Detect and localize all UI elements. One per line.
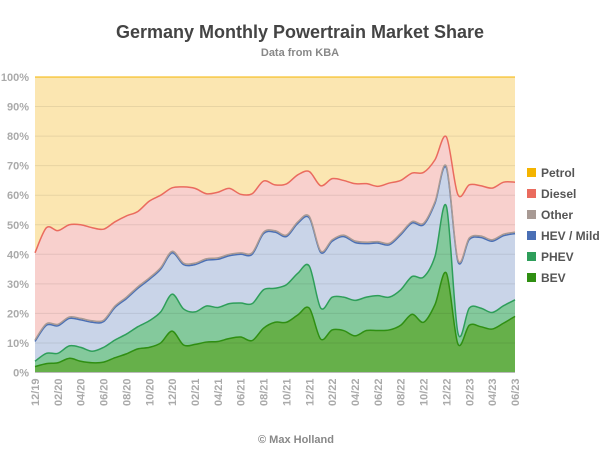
y-tick-label: 60% (7, 190, 29, 202)
y-tick-label: 80% (7, 131, 29, 143)
x-tick-label: 08/21 (259, 379, 271, 407)
y-axis: 0% 10% 20% 30% 40% 50% 60% 70% 80% 90% 100% (1, 72, 29, 380)
chart-title: Germany Monthly Powertrain Market Share (116, 22, 484, 42)
x-tick-label: 10/21 (281, 379, 293, 407)
chart-footer: © Max Holland (258, 434, 334, 446)
legend-swatch (527, 231, 536, 240)
x-tick-label: 12/20 (167, 379, 179, 407)
legend-swatch (527, 210, 536, 219)
legend-swatch (527, 252, 536, 261)
x-tick-label: 08/20 (121, 379, 133, 407)
x-tick-label: 02/21 (190, 379, 202, 407)
legend-label: Other (541, 208, 573, 222)
legend: Petrol Diesel Other HEV / Mild PHEV BEV (527, 166, 600, 285)
x-tick-label: 06/20 (99, 379, 111, 407)
x-tick-label: 12/19 (30, 379, 42, 407)
legend-swatch (527, 189, 536, 198)
y-tick-label: 40% (7, 249, 29, 261)
x-tick-label: 06/22 (373, 379, 385, 407)
legend-label: BEV (541, 271, 566, 285)
legend-label: Petrol (541, 166, 575, 180)
x-tick-label: 12/21 (304, 379, 316, 407)
x-tick-label: 02/23 (464, 379, 476, 407)
x-tick-label: 12/22 (441, 379, 453, 407)
legend-item-hev-mild[interactable]: HEV / Mild (527, 229, 600, 243)
line-phev (34, 203, 516, 362)
legend-swatch (527, 168, 536, 177)
line-bev (34, 271, 516, 368)
x-tick-label: 10/22 (419, 379, 431, 407)
x-tick-label: 08/22 (396, 379, 408, 407)
y-tick-label: 100% (1, 72, 29, 84)
x-axis: 12/19 02/20 04/20 06/20 08/20 10/20 12/20 02/21… (30, 379, 522, 407)
legend-item-other[interactable]: Other (527, 208, 573, 222)
y-tick-label: 0% (13, 368, 29, 380)
legend-item-petrol[interactable]: Petrol (527, 166, 575, 180)
legend-item-diesel[interactable]: Diesel (527, 187, 576, 201)
x-tick-label: 02/20 (53, 379, 65, 407)
legend-item-bev[interactable]: BEV (527, 271, 566, 285)
x-tick-label: 06/21 (236, 379, 248, 407)
y-tick-label: 90% (7, 102, 29, 114)
legend-swatch (527, 273, 536, 282)
line-diesel (34, 135, 516, 254)
legend-label: PHEV (541, 250, 574, 264)
x-tick-label: 06/23 (510, 379, 522, 407)
legend-label: Diesel (541, 187, 576, 201)
x-tick-label: 10/20 (144, 379, 156, 407)
series-lines (34, 76, 516, 368)
x-tick-label: 04/22 (350, 379, 362, 407)
x-tick-label: 04/20 (76, 379, 88, 407)
x-tick-label: 04/23 (487, 379, 499, 407)
legend-label: HEV / Mild (541, 229, 600, 243)
y-tick-label: 30% (7, 279, 29, 291)
y-tick-label: 20% (7, 308, 29, 320)
chart-subtitle: Data from KBA (261, 47, 339, 59)
y-tick-label: 50% (7, 220, 29, 232)
y-tick-label: 10% (7, 338, 29, 350)
y-tick-label: 70% (7, 161, 29, 173)
x-tick-label: 02/22 (327, 379, 339, 407)
x-tick-label: 04/21 (213, 379, 225, 407)
legend-item-phev[interactable]: PHEV (527, 250, 574, 264)
line-other (34, 164, 516, 341)
